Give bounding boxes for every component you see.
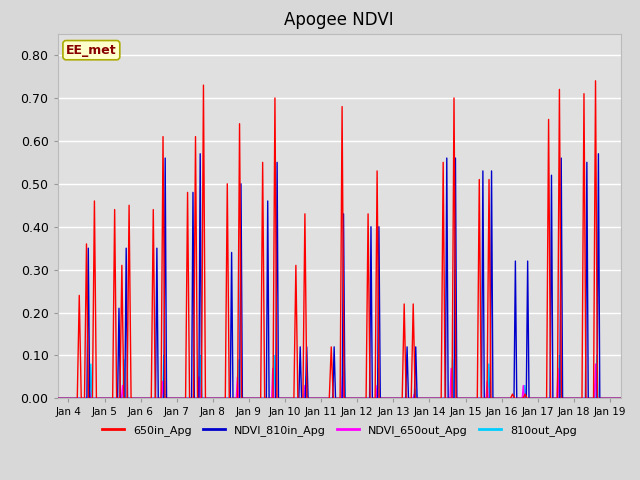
Text: EE_met: EE_met [66,44,116,57]
Legend: 650in_Apg, NDVI_810in_Apg, NDVI_650out_Apg, 810out_Apg: 650in_Apg, NDVI_810in_Apg, NDVI_650out_A… [97,420,581,440]
Title: Apogee NDVI: Apogee NDVI [284,11,394,29]
